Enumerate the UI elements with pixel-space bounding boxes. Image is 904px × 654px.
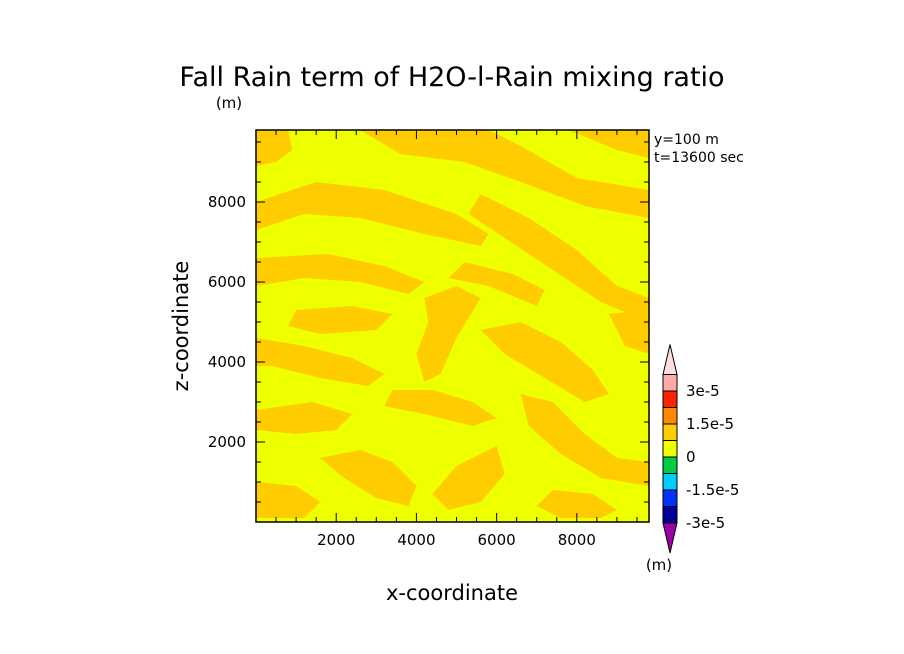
annotation-t: t=13600 sec (654, 150, 744, 166)
colorbar-box-7 (662, 390, 678, 408)
y-tick-label-2: 6000 (208, 273, 246, 291)
contour-band-16 (256, 482, 321, 518)
colorbar-unit-label: (m) (646, 556, 672, 574)
axis-ticks (256, 130, 649, 522)
x-tick-label-1: 4000 (397, 531, 435, 549)
colorbar-label-3: -1.5e-5 (686, 481, 739, 499)
colorbar-box-8 (662, 374, 678, 392)
contour-band-18 (536, 490, 617, 518)
contour-band-5 (256, 254, 425, 294)
colorbar-box-5 (662, 423, 678, 441)
plot-area (255, 129, 650, 523)
contour-band-17 (432, 446, 505, 510)
chart-title: Fall Rain term of H2O-l-Rain mixing rati… (179, 62, 724, 93)
y-tick-label-0: 2000 (208, 433, 246, 451)
contour-band-6 (448, 262, 545, 306)
x-tick-labels: 2000 4000 6000 8000 (317, 531, 596, 549)
x-axis-label: x-coordinate (386, 581, 518, 605)
colorbar-labels: 3e-5 1.5e-5 0 -1.5e-5 -3e-5 (686, 382, 739, 532)
colorbar-extend-high (662, 344, 678, 375)
x-tick-label-0: 2000 (317, 531, 355, 549)
y-tick-label-1: 4000 (208, 353, 246, 371)
contour-band-12 (384, 390, 497, 426)
contour-bands (256, 130, 649, 518)
colorbar-box-6 (662, 407, 678, 425)
colorbar-box-2 (662, 473, 678, 491)
colorbar-box-0 (662, 506, 678, 524)
colorbar-box-3 (662, 456, 678, 474)
colorbar (662, 344, 678, 554)
contour-band-10 (256, 338, 385, 386)
contour-band-8 (416, 286, 481, 382)
contour-band-0 (256, 130, 293, 166)
y-tick-label-3: 8000 (208, 193, 246, 211)
y-tick-labels: 2000 4000 6000 8000 (208, 193, 246, 451)
y-axis-label: z-coordinate (169, 261, 193, 392)
contour-band-13 (256, 402, 353, 434)
colorbar-box-4 (662, 440, 678, 458)
contour-band-2 (568, 130, 649, 158)
colorbar-label-0: 3e-5 (686, 382, 720, 400)
contour-band-14 (520, 394, 649, 486)
y-unit-label: (m) (216, 94, 242, 112)
x-tick-label-3: 8000 (558, 531, 596, 549)
colorbar-label-2: 0 (686, 448, 696, 466)
colorbar-box-1 (662, 489, 678, 507)
contour-band-1 (360, 130, 649, 218)
contour-band-4 (468, 194, 649, 322)
contour-band-7 (288, 306, 393, 334)
contour-band-11 (608, 310, 649, 354)
contour-band-9 (480, 322, 609, 402)
colorbar-label-1: 1.5e-5 (686, 415, 734, 433)
annotation-y: y=100 m (654, 132, 719, 148)
contour-band-15 (320, 450, 417, 506)
plot-frame (255, 129, 650, 523)
contour-band-3 (256, 182, 489, 246)
colorbar-label-4: -3e-5 (686, 514, 725, 532)
colorbar-extend-low (662, 522, 678, 554)
x-tick-label-2: 6000 (478, 531, 516, 549)
